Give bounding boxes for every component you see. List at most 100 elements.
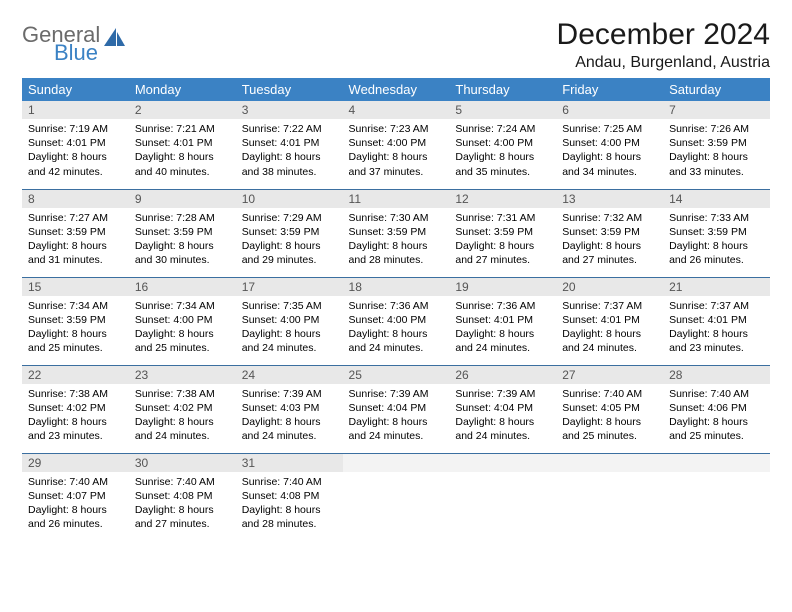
calendar-cell: 22Sunrise: 7:38 AMSunset: 4:02 PMDayligh… [22, 365, 129, 453]
weekday-header: Wednesday [343, 78, 450, 101]
day-details: Sunrise: 7:40 AMSunset: 4:08 PMDaylight:… [129, 472, 236, 536]
day-number: 14 [663, 190, 770, 208]
day-number: 2 [129, 101, 236, 119]
calendar-cell: 4Sunrise: 7:23 AMSunset: 4:00 PMDaylight… [343, 101, 450, 189]
title-area: December 2024 Andau, Burgenland, Austria [557, 18, 770, 72]
day-number: 22 [22, 366, 129, 384]
day-number: 25 [343, 366, 450, 384]
day-details: Sunrise: 7:39 AMSunset: 4:03 PMDaylight:… [236, 384, 343, 448]
day-number: 3 [236, 101, 343, 119]
calendar-cell: 5Sunrise: 7:24 AMSunset: 4:00 PMDaylight… [449, 101, 556, 189]
day-number: 31 [236, 454, 343, 472]
calendar-cell: 11Sunrise: 7:30 AMSunset: 3:59 PMDayligh… [343, 189, 450, 277]
weekday-header: Sunday [22, 78, 129, 101]
day-number: 29 [22, 454, 129, 472]
day-number: 23 [129, 366, 236, 384]
calendar-cell: 16Sunrise: 7:34 AMSunset: 4:00 PMDayligh… [129, 277, 236, 365]
calendar-cell: 25Sunrise: 7:39 AMSunset: 4:04 PMDayligh… [343, 365, 450, 453]
day-number: 20 [556, 278, 663, 296]
day-details: Sunrise: 7:28 AMSunset: 3:59 PMDaylight:… [129, 208, 236, 272]
day-details: Sunrise: 7:36 AMSunset: 4:01 PMDaylight:… [449, 296, 556, 360]
day-details: Sunrise: 7:39 AMSunset: 4:04 PMDaylight:… [343, 384, 450, 448]
day-details: Sunrise: 7:36 AMSunset: 4:00 PMDaylight:… [343, 296, 450, 360]
calendar-cell: 24Sunrise: 7:39 AMSunset: 4:03 PMDayligh… [236, 365, 343, 453]
sail-icon [104, 28, 126, 48]
calendar-page: General Blue December 2024 Andau, Burgen… [0, 0, 792, 559]
day-details: Sunrise: 7:26 AMSunset: 3:59 PMDaylight:… [663, 119, 770, 183]
calendar-cell: 27Sunrise: 7:40 AMSunset: 4:05 PMDayligh… [556, 365, 663, 453]
page-title: December 2024 [557, 18, 770, 52]
calendar-cell: 13Sunrise: 7:32 AMSunset: 3:59 PMDayligh… [556, 189, 663, 277]
header: General Blue December 2024 Andau, Burgen… [22, 18, 770, 72]
calendar-cell: 21Sunrise: 7:37 AMSunset: 4:01 PMDayligh… [663, 277, 770, 365]
day-number: 26 [449, 366, 556, 384]
calendar-cell: 2Sunrise: 7:21 AMSunset: 4:01 PMDaylight… [129, 101, 236, 189]
calendar-cell: 23Sunrise: 7:38 AMSunset: 4:02 PMDayligh… [129, 365, 236, 453]
day-details: Sunrise: 7:30 AMSunset: 3:59 PMDaylight:… [343, 208, 450, 272]
calendar-cell [556, 453, 663, 541]
calendar-cell [343, 453, 450, 541]
weekday-header: Saturday [663, 78, 770, 101]
day-details: Sunrise: 7:32 AMSunset: 3:59 PMDaylight:… [556, 208, 663, 272]
day-details: Sunrise: 7:33 AMSunset: 3:59 PMDaylight:… [663, 208, 770, 272]
day-details: Sunrise: 7:37 AMSunset: 4:01 PMDaylight:… [663, 296, 770, 360]
calendar-cell: 29Sunrise: 7:40 AMSunset: 4:07 PMDayligh… [22, 453, 129, 541]
calendar-cell: 12Sunrise: 7:31 AMSunset: 3:59 PMDayligh… [449, 189, 556, 277]
calendar-cell: 7Sunrise: 7:26 AMSunset: 3:59 PMDaylight… [663, 101, 770, 189]
calendar-cell: 9Sunrise: 7:28 AMSunset: 3:59 PMDaylight… [129, 189, 236, 277]
day-details: Sunrise: 7:24 AMSunset: 4:00 PMDaylight:… [449, 119, 556, 183]
day-number: 30 [129, 454, 236, 472]
calendar-cell: 6Sunrise: 7:25 AMSunset: 4:00 PMDaylight… [556, 101, 663, 189]
calendar-week-row: 1Sunrise: 7:19 AMSunset: 4:01 PMDaylight… [22, 101, 770, 189]
day-number: 21 [663, 278, 770, 296]
day-details: Sunrise: 7:40 AMSunset: 4:08 PMDaylight:… [236, 472, 343, 536]
day-details: Sunrise: 7:37 AMSunset: 4:01 PMDaylight:… [556, 296, 663, 360]
day-number: 18 [343, 278, 450, 296]
calendar-cell: 26Sunrise: 7:39 AMSunset: 4:04 PMDayligh… [449, 365, 556, 453]
day-details: Sunrise: 7:22 AMSunset: 4:01 PMDaylight:… [236, 119, 343, 183]
day-details: Sunrise: 7:40 AMSunset: 4:05 PMDaylight:… [556, 384, 663, 448]
day-number: 17 [236, 278, 343, 296]
day-number: 9 [129, 190, 236, 208]
weekday-header: Tuesday [236, 78, 343, 101]
day-number-empty [663, 454, 770, 472]
calendar-cell: 18Sunrise: 7:36 AMSunset: 4:00 PMDayligh… [343, 277, 450, 365]
day-details: Sunrise: 7:34 AMSunset: 4:00 PMDaylight:… [129, 296, 236, 360]
day-number: 28 [663, 366, 770, 384]
day-details: Sunrise: 7:25 AMSunset: 4:00 PMDaylight:… [556, 119, 663, 183]
weekday-header: Thursday [449, 78, 556, 101]
day-number: 7 [663, 101, 770, 119]
day-details: Sunrise: 7:21 AMSunset: 4:01 PMDaylight:… [129, 119, 236, 183]
day-number: 6 [556, 101, 663, 119]
day-number: 12 [449, 190, 556, 208]
day-details: Sunrise: 7:38 AMSunset: 4:02 PMDaylight:… [129, 384, 236, 448]
day-number: 16 [129, 278, 236, 296]
day-number: 19 [449, 278, 556, 296]
calendar-cell: 10Sunrise: 7:29 AMSunset: 3:59 PMDayligh… [236, 189, 343, 277]
logo: General Blue [22, 18, 126, 64]
calendar-cell: 20Sunrise: 7:37 AMSunset: 4:01 PMDayligh… [556, 277, 663, 365]
weekday-header: Monday [129, 78, 236, 101]
calendar-cell: 31Sunrise: 7:40 AMSunset: 4:08 PMDayligh… [236, 453, 343, 541]
calendar-cell: 8Sunrise: 7:27 AMSunset: 3:59 PMDaylight… [22, 189, 129, 277]
calendar-cell: 28Sunrise: 7:40 AMSunset: 4:06 PMDayligh… [663, 365, 770, 453]
weekday-header-row: Sunday Monday Tuesday Wednesday Thursday… [22, 78, 770, 101]
calendar-cell: 3Sunrise: 7:22 AMSunset: 4:01 PMDaylight… [236, 101, 343, 189]
day-number: 15 [22, 278, 129, 296]
day-details: Sunrise: 7:27 AMSunset: 3:59 PMDaylight:… [22, 208, 129, 272]
day-details: Sunrise: 7:35 AMSunset: 4:00 PMDaylight:… [236, 296, 343, 360]
day-number-empty [343, 454, 450, 472]
day-details: Sunrise: 7:31 AMSunset: 3:59 PMDaylight:… [449, 208, 556, 272]
calendar-cell: 14Sunrise: 7:33 AMSunset: 3:59 PMDayligh… [663, 189, 770, 277]
day-details: Sunrise: 7:19 AMSunset: 4:01 PMDaylight:… [22, 119, 129, 183]
day-number: 8 [22, 190, 129, 208]
day-number: 11 [343, 190, 450, 208]
day-details: Sunrise: 7:38 AMSunset: 4:02 PMDaylight:… [22, 384, 129, 448]
calendar-cell: 1Sunrise: 7:19 AMSunset: 4:01 PMDaylight… [22, 101, 129, 189]
day-details: Sunrise: 7:34 AMSunset: 3:59 PMDaylight:… [22, 296, 129, 360]
day-details: Sunrise: 7:29 AMSunset: 3:59 PMDaylight:… [236, 208, 343, 272]
calendar-table: Sunday Monday Tuesday Wednesday Thursday… [22, 78, 770, 541]
day-details: Sunrise: 7:40 AMSunset: 4:07 PMDaylight:… [22, 472, 129, 536]
location: Andau, Burgenland, Austria [557, 54, 770, 72]
calendar-week-row: 8Sunrise: 7:27 AMSunset: 3:59 PMDaylight… [22, 189, 770, 277]
